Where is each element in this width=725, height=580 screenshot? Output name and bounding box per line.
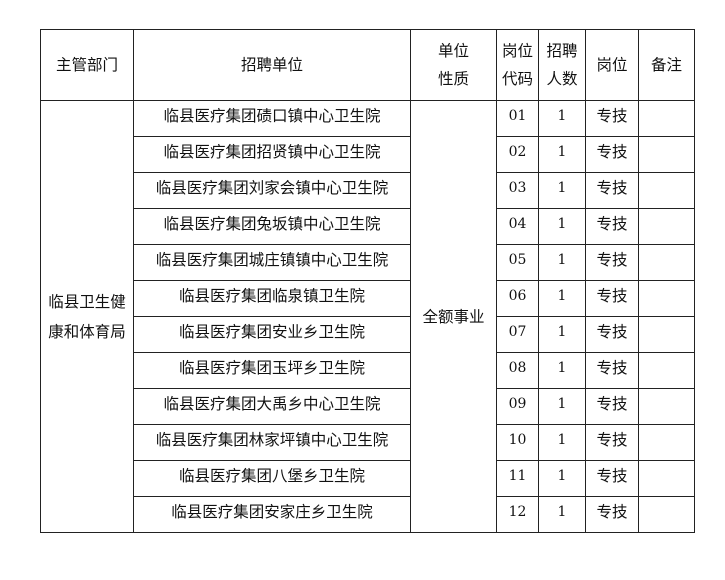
- post-cell: 专技: [585, 280, 639, 317]
- table-row: 临县医疗集团林家坪镇中心卫生院 10 1 专技: [41, 424, 695, 461]
- count-cell: 1: [538, 136, 586, 173]
- table-row: 临县卫生健 康和体育局 临县医疗集团碛口镇中心卫生院 全额事业 01 1 专技: [40, 100, 695, 533]
- count-cell: 1: [538, 244, 586, 281]
- post-cell: 专技: [585, 172, 639, 209]
- table-row: 临县医疗集团八堡乡卫生院 11 1 专技: [41, 460, 695, 497]
- header-nature-line2: 性质: [437, 70, 469, 88]
- header-nature: 单位 性质: [410, 29, 497, 101]
- header-count-line1: 招聘: [546, 42, 578, 60]
- code-cell: 07: [496, 316, 539, 353]
- count-cell: 1: [538, 460, 586, 497]
- header-nature-line1: 单位: [437, 42, 469, 60]
- unit-cell: 临县医疗集团安家庄乡卫生院: [133, 496, 411, 533]
- table-row: 临县医疗集团临泉镇卫生院 06 1 专技: [41, 280, 695, 317]
- count-cell: 1: [538, 316, 586, 353]
- table-row: 临县医疗集团安业乡卫生院 07 1 专技: [41, 316, 695, 353]
- post-cell: 专技: [585, 100, 639, 137]
- remark-cell: [638, 460, 695, 497]
- remark-cell: [638, 244, 695, 281]
- remark-cell: [638, 100, 695, 137]
- post-cell: 专技: [585, 460, 639, 497]
- header-post: 岗位: [585, 29, 639, 101]
- unit-cell: 临县医疗集团兔坂镇中心卫生院: [133, 208, 411, 245]
- code-cell: 04: [496, 208, 539, 245]
- header-remark: 备注: [638, 29, 695, 101]
- table-row: 临县医疗集团刘家会镇中心卫生院 03 1 专技: [41, 172, 695, 209]
- code-cell: 10: [496, 424, 539, 461]
- count-cell: 1: [538, 352, 586, 389]
- unit-cell: 临县医疗集团刘家会镇中心卫生院: [133, 172, 411, 209]
- header-code-line2: 代码: [501, 70, 533, 88]
- remark-cell: [638, 352, 695, 389]
- remark-cell: [638, 208, 695, 245]
- unit-cell: 临县医疗集团八堡乡卫生院: [133, 460, 411, 497]
- header-code-line1: 岗位: [501, 42, 533, 60]
- dept-cell: 临县卫生健康和体育局: [40, 100, 134, 533]
- post-cell: 专技: [585, 496, 639, 533]
- code-cell: 09: [496, 388, 539, 425]
- remark-cell: [638, 280, 695, 317]
- unit-cell: 临县医疗集团临泉镇卫生院: [133, 280, 411, 317]
- table-row: 临县医疗集团兔坂镇中心卫生院 04 1 专技: [41, 208, 695, 245]
- remark-cell: [638, 388, 695, 425]
- table-row: 临县医疗集团安家庄乡卫生院 12 1 专技: [41, 496, 695, 533]
- unit-cell: 临县医疗集团安业乡卫生院: [133, 316, 411, 353]
- header-code: 岗位 代码: [496, 29, 539, 101]
- count-cell: 1: [538, 388, 586, 425]
- header-unit: 招聘单位: [133, 29, 411, 101]
- count-cell: 1: [538, 172, 586, 209]
- remark-cell: [638, 172, 695, 209]
- code-cell: 12: [496, 496, 539, 533]
- table-row: 临县医疗集团招贤镇中心卫生院 02 1 专技: [41, 136, 695, 173]
- post-cell: 专技: [585, 208, 639, 245]
- header-row: 主管部门 招聘单位 单位 性质 岗位 代码 招聘 人数 岗位 备注: [40, 29, 695, 101]
- unit-cell: 临县医疗集团招贤镇中心卫生院: [133, 136, 411, 173]
- table-row: 临县医疗集团大禹乡中心卫生院 09 1 专技: [41, 388, 695, 425]
- code-cell: 11: [496, 460, 539, 497]
- code-cell: 08: [496, 352, 539, 389]
- table-row: 临县医疗集团城庄镇镇中心卫生院 05 1 专技: [41, 244, 695, 281]
- recruitment-table: 主管部门 招聘单位 单位 性质 岗位 代码 招聘 人数 岗位 备注 临县卫生健 康和体育…: [40, 29, 695, 533]
- header-count: 招聘 人数: [538, 29, 586, 101]
- count-cell: 1: [538, 424, 586, 461]
- code-cell: 03: [496, 172, 539, 209]
- post-cell: 专技: [585, 352, 639, 389]
- unit-cell: 临县医疗集团碛口镇中心卫生院: [133, 100, 411, 137]
- dept-line2: 康和体育局: [48, 322, 126, 341]
- code-cell: 06: [496, 280, 539, 317]
- header-dept: 主管部门: [40, 29, 134, 101]
- dept-line1: 临县卫生健: [48, 292, 126, 311]
- code-cell: 05: [496, 244, 539, 281]
- post-cell: 专技: [585, 316, 639, 353]
- remark-cell: [638, 496, 695, 533]
- remark-cell: [638, 424, 695, 461]
- remark-cell: [638, 316, 695, 353]
- post-cell: 专技: [585, 388, 639, 425]
- count-cell: 1: [538, 496, 586, 533]
- unit-cell: 临县医疗集团城庄镇镇中心卫生院: [133, 244, 411, 281]
- table-row: 临县医疗集团玉坪乡卫生院 08 1 专技: [41, 352, 695, 389]
- unit-cell: 临县医疗集团大禹乡中心卫生院: [133, 388, 411, 425]
- code-cell: 02: [496, 136, 539, 173]
- count-cell: 1: [538, 280, 586, 317]
- count-cell: 1: [538, 100, 586, 137]
- unit-cell: 临县医疗集团林家坪镇中心卫生院: [133, 424, 411, 461]
- code-cell: 01: [496, 100, 539, 137]
- post-cell: 专技: [585, 424, 639, 461]
- post-cell: 专技: [585, 136, 639, 173]
- unit-cell: 临县医疗集团玉坪乡卫生院: [133, 352, 411, 389]
- header-count-line2: 人数: [546, 70, 578, 88]
- count-cell: 1: [538, 208, 586, 245]
- post-cell: 专技: [585, 244, 639, 281]
- remark-cell: [638, 136, 695, 173]
- nature-cell: 全额事业: [410, 100, 497, 533]
